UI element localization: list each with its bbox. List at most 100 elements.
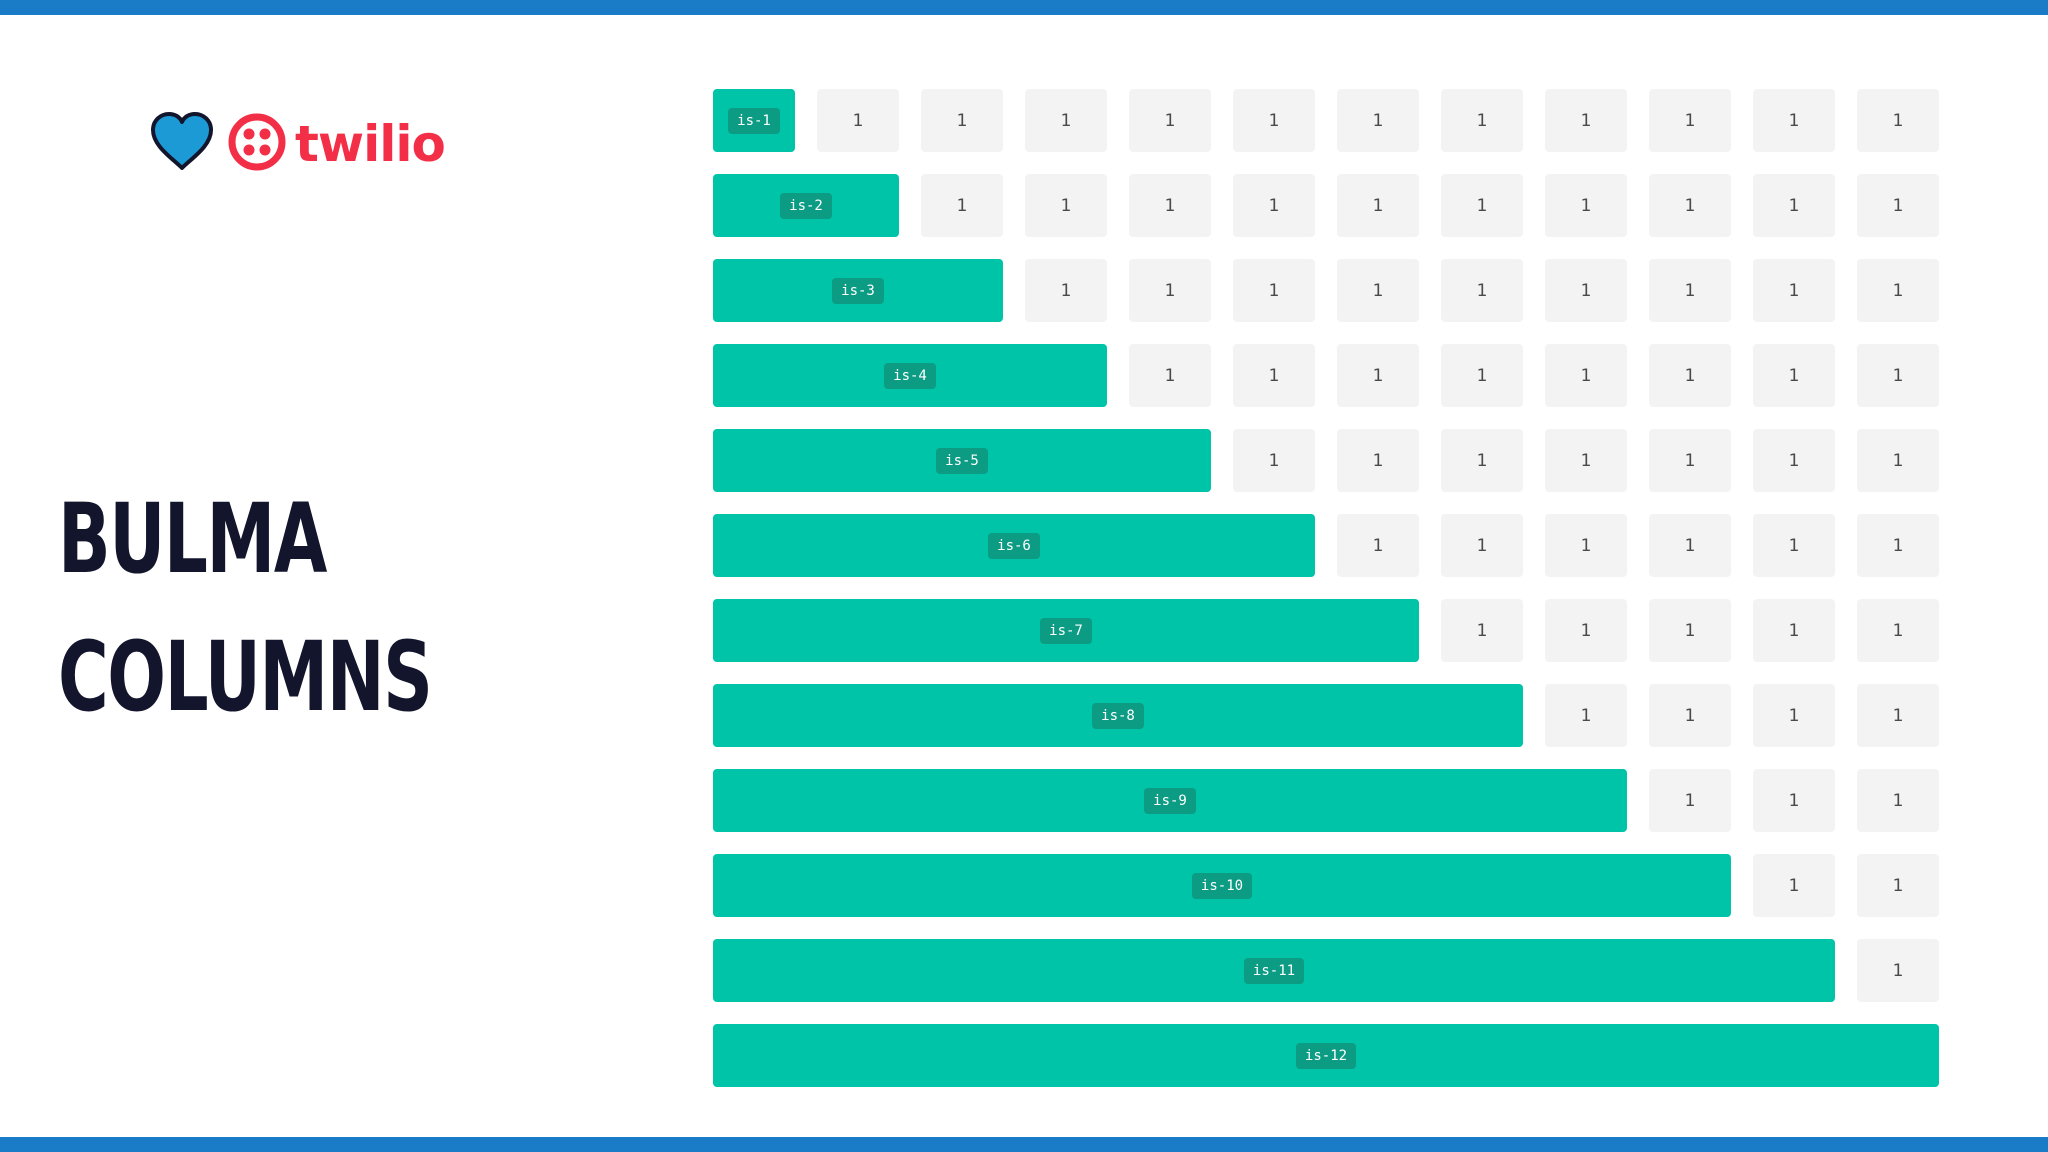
column-row: is-7 1 1 1 1 1 (713, 599, 1939, 662)
column-filler: 1 (1649, 174, 1731, 237)
column-filler: 1 (1649, 429, 1731, 492)
title-line-2: COLUMNS (58, 621, 433, 733)
column-span: is-9 (713, 769, 1627, 832)
column-filler: 1 (1753, 429, 1835, 492)
columns-grid: is-1 1 1 1 1 1 1 1 1 1 1 1 is-2 1 1 1 1 1 1 1 1 1 1 is-3 1 1 1 1 1 1 1… (713, 89, 1939, 1109)
column-span: is-6 (713, 514, 1315, 577)
bottom-frame-bar (0, 1137, 2048, 1152)
column-span: is-1 (713, 89, 795, 152)
logo-lockup: twilio (150, 110, 450, 178)
column-filler: 1 (1441, 89, 1523, 152)
column-row: is-5 1 1 1 1 1 1 1 (713, 429, 1939, 492)
column-filler: 1 (1857, 344, 1939, 407)
twilio-logo-icon (228, 113, 286, 171)
column-filler: 1 (1857, 429, 1939, 492)
column-filler: 1 (1753, 769, 1835, 832)
column-filler: 1 (1233, 259, 1315, 322)
column-filler: 1 (1649, 514, 1731, 577)
column-span: is-7 (713, 599, 1419, 662)
column-filler: 1 (1649, 684, 1731, 747)
column-filler: 1 (1441, 344, 1523, 407)
column-row: is-10 1 1 (713, 854, 1939, 917)
column-span: is-3 (713, 259, 1003, 322)
column-tag: is-11 (1243, 957, 1305, 984)
column-filler: 1 (1649, 599, 1731, 662)
column-filler: 1 (1337, 514, 1419, 577)
column-filler: 1 (1441, 174, 1523, 237)
column-row: is-2 1 1 1 1 1 1 1 1 1 1 (713, 174, 1939, 237)
column-filler: 1 (1545, 514, 1627, 577)
column-filler: 1 (1441, 429, 1523, 492)
column-tag: is-3 (832, 277, 884, 304)
column-filler: 1 (1441, 514, 1523, 577)
column-tag: is-2 (780, 192, 832, 219)
top-frame-bar (0, 0, 2048, 15)
column-tag: is-10 (1191, 872, 1253, 899)
column-filler: 1 (1753, 514, 1835, 577)
column-row: is-6 1 1 1 1 1 1 (713, 514, 1939, 577)
column-filler: 1 (1337, 89, 1419, 152)
column-span: is-2 (713, 174, 899, 237)
column-tag: is-5 (936, 447, 988, 474)
column-filler: 1 (1025, 89, 1107, 152)
column-tag: is-7 (1040, 617, 1092, 644)
column-filler: 1 (921, 89, 1003, 152)
column-span: is-5 (713, 429, 1211, 492)
column-filler: 1 (1233, 429, 1315, 492)
column-row: is-9 1 1 1 (713, 769, 1939, 832)
column-span: is-12 (713, 1024, 1939, 1087)
column-row: is-12 (713, 1024, 1939, 1087)
title-line-1: BULMA (58, 483, 327, 595)
column-filler: 1 (1337, 429, 1419, 492)
column-tag: is-12 (1295, 1042, 1357, 1069)
column-filler: 1 (1129, 259, 1211, 322)
column-filler: 1 (1857, 599, 1939, 662)
column-filler: 1 (1441, 259, 1523, 322)
column-row: is-11 1 (713, 939, 1939, 1002)
column-filler: 1 (1753, 599, 1835, 662)
column-filler: 1 (1337, 174, 1419, 237)
column-tag: is-8 (1092, 702, 1144, 729)
column-filler: 1 (1545, 89, 1627, 152)
column-tag: is-9 (1144, 787, 1196, 814)
column-filler: 1 (1129, 89, 1211, 152)
column-filler: 1 (1649, 259, 1731, 322)
column-filler: 1 (1857, 174, 1939, 237)
column-filler: 1 (1753, 89, 1835, 152)
column-filler: 1 (1649, 769, 1731, 832)
column-filler: 1 (1025, 259, 1107, 322)
column-filler: 1 (1545, 174, 1627, 237)
column-filler: 1 (1233, 89, 1315, 152)
column-filler: 1 (1649, 89, 1731, 152)
column-row: is-3 1 1 1 1 1 1 1 1 1 (713, 259, 1939, 322)
column-span: is-4 (713, 344, 1107, 407)
column-tag: is-1 (728, 107, 780, 134)
column-filler: 1 (921, 174, 1003, 237)
column-filler: 1 (1857, 769, 1939, 832)
column-filler: 1 (1129, 344, 1211, 407)
column-filler: 1 (1753, 174, 1835, 237)
column-filler: 1 (1545, 429, 1627, 492)
column-filler: 1 (1857, 854, 1939, 917)
column-filler: 1 (1025, 174, 1107, 237)
column-filler: 1 (1753, 854, 1835, 917)
column-filler: 1 (1857, 514, 1939, 577)
column-row: is-8 1 1 1 1 (713, 684, 1939, 747)
twilio-wordmark: twilio (295, 115, 446, 173)
column-filler: 1 (1545, 344, 1627, 407)
column-filler: 1 (817, 89, 899, 152)
column-filler: 1 (1649, 344, 1731, 407)
column-span: is-8 (713, 684, 1523, 747)
column-row: is-4 1 1 1 1 1 1 1 1 (713, 344, 1939, 407)
column-filler: 1 (1545, 684, 1627, 747)
column-tag: is-6 (988, 532, 1040, 559)
column-span: is-11 (713, 939, 1835, 1002)
column-filler: 1 (1753, 684, 1835, 747)
column-row: is-1 1 1 1 1 1 1 1 1 1 1 1 (713, 89, 1939, 152)
column-filler: 1 (1129, 174, 1211, 237)
column-filler: 1 (1857, 89, 1939, 152)
column-filler: 1 (1753, 344, 1835, 407)
column-filler: 1 (1337, 344, 1419, 407)
heart-icon (151, 112, 213, 170)
column-filler: 1 (1753, 259, 1835, 322)
